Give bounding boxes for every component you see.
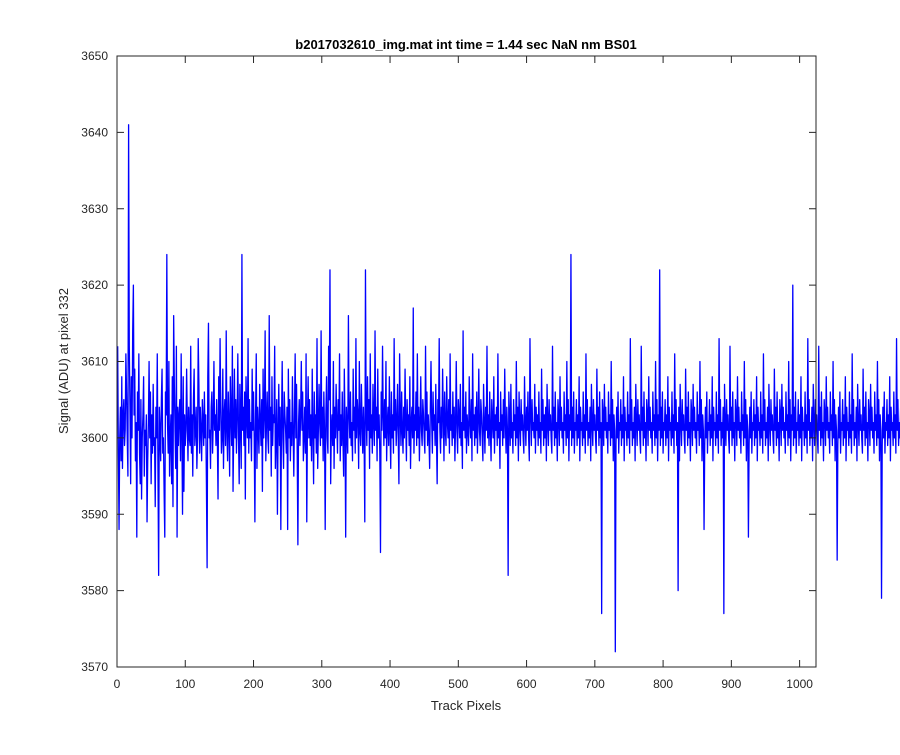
x-tick-label: 0: [114, 677, 121, 691]
y-tick-label: 3630: [81, 202, 108, 216]
y-axis-label: Signal (ADU) at pixel 332: [56, 288, 71, 434]
x-axis-label: Track Pixels: [431, 698, 502, 713]
chart-title: b2017032610_img.mat int time = 1.44 sec …: [295, 37, 636, 52]
x-tick-label: 600: [517, 677, 537, 691]
y-tick-label: 3620: [81, 278, 108, 292]
y-tick-label: 3650: [81, 49, 108, 63]
y-tick-label: 3640: [81, 125, 108, 139]
y-tick-label: 3570: [81, 660, 108, 674]
x-tick-label: 100: [175, 677, 195, 691]
y-ticks: 3570 3580 3590 3600 3610 3620 3630 3640 3650: [81, 49, 816, 674]
signal-series-line: [117, 124, 900, 653]
x-tick-label: 800: [653, 677, 673, 691]
x-tick-label: 900: [721, 677, 741, 691]
y-tick-label: 3590: [81, 507, 108, 521]
x-tick-label: 200: [244, 677, 264, 691]
y-tick-label: 3600: [81, 431, 108, 445]
x-tick-label: 700: [585, 677, 605, 691]
x-tick-label: 400: [380, 677, 400, 691]
x-tick-label: 300: [312, 677, 332, 691]
series-layer: [117, 124, 900, 653]
plot-area: [117, 56, 816, 667]
x-ticks: 0 100 200 300 400 500 600 700 800 900 1000: [114, 56, 813, 691]
y-tick-label: 3610: [81, 355, 108, 369]
y-tick-label: 3580: [81, 584, 108, 598]
x-tick-label: 500: [448, 677, 468, 691]
x-tick-label: 1000: [786, 677, 813, 691]
